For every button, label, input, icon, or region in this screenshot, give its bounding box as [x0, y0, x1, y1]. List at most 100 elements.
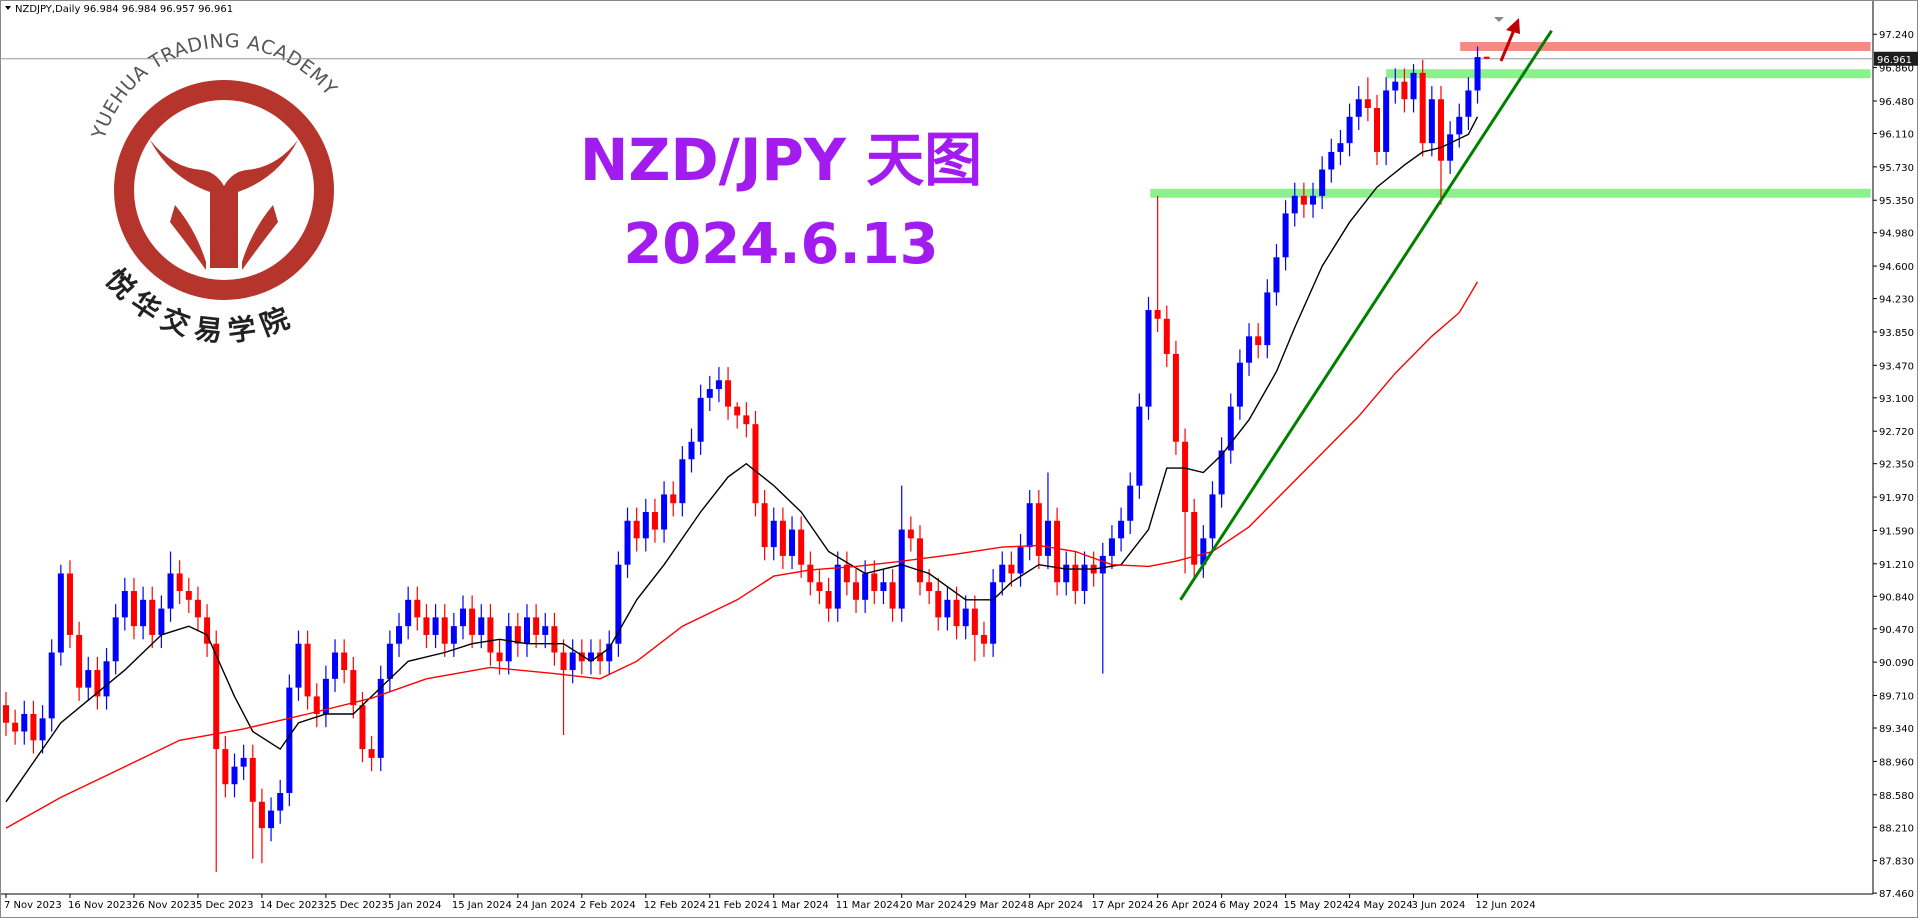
candle-body — [103, 661, 110, 697]
candle-body — [423, 617, 430, 635]
candle-body — [980, 634, 987, 644]
candle-body — [1319, 169, 1326, 196]
y-tick-label: 90.090 — [1879, 658, 1914, 669]
y-tick-label: 96.480 — [1879, 97, 1914, 108]
candle-body — [578, 652, 585, 662]
candle-body — [286, 687, 293, 794]
candle-body — [359, 705, 366, 750]
candle-body — [1008, 564, 1015, 574]
y-tick-label: 90.840 — [1879, 592, 1914, 603]
x-tick-label: 20 Mar 2024 — [900, 900, 963, 911]
y-tick-label: 91.210 — [1879, 560, 1914, 571]
plot: 97.240 96.860 96.480 96.110 95.730 95.350 94.9… — [0, 29, 1918, 911]
candle-body — [843, 564, 850, 583]
candle-body — [697, 397, 704, 442]
candle-body — [706, 389, 713, 398]
candle-body — [1346, 116, 1353, 144]
candle-body — [167, 573, 174, 609]
candle-body — [1063, 564, 1070, 583]
candle-body — [1163, 318, 1170, 354]
x-tick-label: 21 Feb 2024 — [708, 900, 770, 911]
candle-body — [1099, 555, 1106, 574]
candle-body — [194, 599, 201, 618]
candle-body — [880, 582, 887, 592]
candle-body — [222, 749, 229, 785]
candle-body — [761, 503, 768, 548]
candle-body — [715, 380, 722, 390]
candle-body — [688, 441, 695, 460]
candle-body — [1035, 503, 1042, 556]
candle-body — [149, 599, 156, 635]
candle-body — [332, 652, 339, 679]
candle-body — [679, 459, 686, 504]
candle-body — [1017, 547, 1024, 574]
candle-body — [322, 678, 329, 714]
y-tick-label: 89.340 — [1879, 724, 1914, 735]
candle-body — [130, 591, 137, 627]
y-tick-label: 92.720 — [1879, 427, 1914, 438]
candle-body — [1483, 56, 1490, 59]
candle-body — [606, 643, 613, 662]
candle-body — [1447, 134, 1454, 161]
chart-subtitle: 2024.6.13 — [623, 212, 938, 277]
candle-body — [30, 713, 37, 741]
logo-leaves — [170, 205, 278, 270]
y-tick-label: 96.110 — [1879, 129, 1914, 140]
x-tick-label: 5 Dec 2023 — [196, 900, 254, 911]
candle-body — [642, 511, 649, 539]
candle-body — [1108, 538, 1115, 556]
candle-body — [487, 617, 494, 653]
candle-body — [1154, 310, 1161, 319]
candle-body — [871, 573, 878, 592]
candle-body — [505, 626, 512, 662]
candle-body — [1236, 362, 1243, 407]
candle-body — [112, 617, 119, 662]
candle-body — [1465, 90, 1472, 117]
candle-body — [368, 749, 375, 758]
candle-body — [76, 634, 83, 688]
candle-body — [249, 757, 256, 802]
candle-body — [1118, 520, 1125, 539]
candle-body — [3, 705, 9, 723]
candle-body — [542, 626, 549, 635]
candle-body — [1182, 441, 1189, 512]
candle-body — [1364, 99, 1371, 109]
candle-body — [268, 810, 275, 829]
candle-body — [1291, 195, 1298, 214]
candle-body — [1145, 310, 1152, 407]
y-tick-label: 87.830 — [1879, 857, 1914, 868]
candle-body — [898, 529, 905, 609]
candle-body — [615, 564, 622, 644]
candle-body — [240, 757, 247, 767]
header-icon — [5, 6, 11, 10]
candle-body — [158, 608, 165, 635]
candle-body — [1081, 564, 1088, 592]
y-tick-label: 94.980 — [1879, 229, 1914, 240]
candle-body — [1026, 503, 1033, 548]
candle-body — [514, 626, 521, 644]
candle-body — [12, 722, 19, 732]
x-tick-label: 24 Jan 2024 — [516, 900, 576, 911]
candle-body — [1209, 494, 1216, 539]
y-tick-label: 88.210 — [1879, 823, 1914, 834]
candle-body — [39, 718, 46, 741]
y-tick-label: 95.350 — [1879, 196, 1914, 207]
y-tick-label: 91.590 — [1879, 526, 1914, 537]
y-tick-label: 96.860 — [1879, 64, 1914, 75]
candle-body — [907, 529, 914, 539]
x-tick-label: 26 Nov 2023 — [132, 900, 196, 911]
candle-body — [1218, 450, 1225, 495]
y-tick-label: 90.470 — [1879, 625, 1914, 636]
candle-body — [1264, 292, 1271, 346]
candle-body — [734, 406, 741, 416]
y-tick-label: 91.970 — [1879, 493, 1914, 504]
candle-body — [853, 582, 860, 600]
y-tick-label: 94.600 — [1879, 262, 1914, 273]
candle-body — [1428, 99, 1435, 144]
x-tick-label: 12 Feb 2024 — [644, 900, 706, 911]
candle-body — [1072, 564, 1079, 592]
candle-body — [1282, 213, 1289, 258]
candle-body — [1355, 99, 1362, 117]
x-tick-label: 2 Feb 2024 — [580, 900, 636, 911]
